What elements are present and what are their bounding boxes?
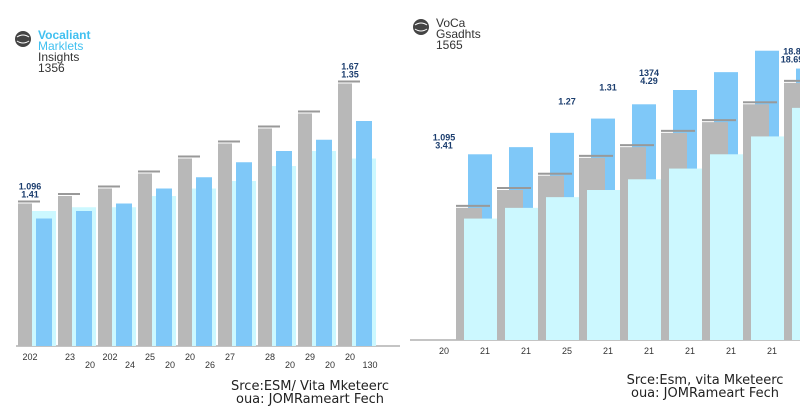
logo-left-line1: Vocaliant: [38, 28, 91, 42]
globe-icon: [15, 31, 31, 47]
bar-cap: [743, 101, 777, 104]
data-label: 4.29: [640, 76, 658, 86]
data-label: 1.67: [341, 62, 359, 72]
tick-label: 21: [603, 346, 613, 356]
tick-sublabel: 26: [205, 360, 215, 370]
data-label: 1374: [639, 68, 659, 78]
source-note-left: Srce:ESM/ Vita Mketeerc oua: JOMRameart …: [190, 380, 430, 406]
tick-label: 202: [22, 352, 37, 362]
logo-right-line1: VoCa: [436, 16, 466, 30]
source-right-line2: oua: JOMRameart Fech: [630, 386, 780, 401]
bar: [196, 177, 212, 346]
source-note-right: Srce:Esm, vita Mketeerc oua: JOMRameart …: [600, 374, 800, 400]
tick-label: 23: [65, 352, 75, 362]
tick-label: 25: [562, 346, 572, 356]
bar-cap: [579, 154, 613, 157]
bar-cap: [338, 80, 360, 83]
bar-cap: [497, 187, 531, 189]
bar-cap: [218, 140, 240, 143]
bar: [156, 188, 172, 346]
chart-left: 202 23 20 202 24 25 20 20 26 27 28 20 29 20 20 130 1.096…: [16, 62, 400, 370]
tick-label: 21: [644, 346, 654, 356]
data-label: 1.096: [19, 182, 42, 192]
bar-cap: [784, 79, 800, 82]
bar: [338, 83, 352, 346]
bar: [116, 203, 132, 346]
logo-left-line3: Insights: [38, 50, 80, 64]
bar-cap: [138, 170, 160, 173]
tick-label: 20: [185, 352, 195, 362]
data-label: 18.69: [781, 55, 800, 65]
logo-left-line4: 1356: [38, 61, 65, 75]
logo-left-line2: Marklets: [38, 39, 84, 53]
source-left-line1: Srce:ESM/ Vita Mketeerc: [230, 379, 390, 394]
tick-sublabel: 130: [362, 360, 377, 370]
tick-label: 25: [145, 352, 155, 362]
tick-label: 21: [521, 346, 531, 356]
bar: [138, 173, 152, 346]
tick-label: 28: [265, 352, 275, 362]
bar: [792, 107, 800, 340]
data-label: 1.27: [558, 97, 576, 107]
tick-label: 20: [345, 352, 355, 362]
bar-cap: [298, 110, 320, 113]
bar-cap: [178, 155, 200, 158]
tick-label: 21: [767, 346, 777, 356]
globe-icon: [413, 19, 429, 35]
bar-cap: [661, 129, 695, 132]
tick-sublabel: 20: [165, 360, 175, 370]
data-label: 18.8: [783, 47, 800, 57]
tick-label: 20: [439, 346, 449, 356]
bar: [356, 121, 372, 346]
bar-cap: [702, 119, 736, 122]
tick-sublabel: 20: [85, 360, 95, 370]
tick-label: 21: [480, 346, 490, 356]
bar: [276, 151, 292, 346]
bar-cap: [98, 185, 120, 188]
bar: [18, 203, 32, 346]
logo-right-line2: Gsadhts: [436, 27, 481, 41]
bar-cap: [456, 204, 490, 207]
tick-label: 21: [726, 346, 736, 356]
bar: [36, 218, 52, 346]
bar: [236, 162, 252, 346]
bar: [218, 143, 232, 346]
logo-left: Vocaliant Marklets Insights 1356: [14, 28, 91, 75]
data-label: 3.41: [435, 140, 453, 150]
bar-cap: [538, 172, 572, 175]
source-right-line1: Srce:Esm, vita Mketeerc: [626, 373, 784, 388]
bar: [258, 128, 272, 346]
bar: [76, 211, 92, 346]
data-label: 1.31: [599, 82, 617, 92]
bar: [316, 139, 332, 346]
bar: [298, 113, 312, 346]
tick-label: 21: [685, 346, 695, 356]
bar: [178, 158, 192, 346]
tick-sublabel: 20: [285, 360, 295, 370]
bar-cap: [58, 193, 80, 195]
logo-right: VoCa Gsadhts 1565: [412, 16, 481, 52]
bar: [98, 188, 112, 346]
data-label: 1.095: [433, 132, 456, 142]
tick-sublabel: 24: [125, 360, 135, 370]
data-label: 1.41: [21, 190, 39, 200]
bar-cap: [258, 125, 280, 128]
data-label: 1.35: [341, 70, 359, 80]
tick-sublabel: 20: [325, 360, 335, 370]
tick-label: 27: [225, 352, 235, 362]
tick-label: 29: [305, 352, 315, 362]
tick-label: 202: [102, 352, 117, 362]
bar-cap: [18, 200, 40, 203]
bar: [58, 196, 72, 346]
logo-right-line3: 1565: [436, 38, 463, 52]
bar-cap: [620, 144, 654, 147]
